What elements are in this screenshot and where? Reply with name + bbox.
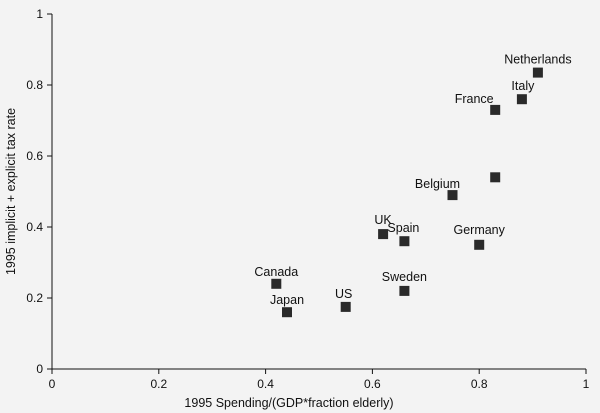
x-tick-label: 0	[49, 377, 56, 391]
data-point	[282, 307, 292, 318]
point-labels: Netherlands Italy France Belgium Germany UKSp…	[254, 53, 571, 308]
data-point	[516, 94, 527, 105]
point-label: Netherlands	[504, 53, 571, 67]
y-axis-label: 1995 implicit + explicit tax rate	[4, 108, 18, 275]
axes: 0 0.2 0.4 0.6 0.8 1 0 0.2 0.4 0.6 0.8 1	[26, 7, 589, 391]
data-point	[340, 301, 351, 312]
y-tick-label: 0.6	[26, 149, 43, 163]
point-label: US	[335, 287, 352, 301]
data-point	[399, 236, 410, 247]
x-tick-label: 0.8	[471, 377, 488, 391]
data-point	[490, 104, 501, 115]
data-point	[490, 172, 501, 183]
data-point	[474, 239, 485, 250]
y-tick-label: 0.4	[26, 220, 43, 234]
point-label: UK	[374, 213, 392, 227]
data-point	[447, 190, 458, 201]
point-label: Spain	[387, 221, 419, 235]
y-tick-label: 0.8	[26, 78, 43, 92]
y-tick-label: 0	[36, 362, 43, 376]
data-point	[399, 285, 410, 296]
point-label: Sweden	[382, 270, 427, 284]
x-tick-label: 1	[583, 377, 590, 391]
x-tick-label: 0.2	[150, 377, 167, 391]
point-label: France	[455, 92, 494, 106]
data-point	[532, 67, 543, 78]
y-tick-label: 0.2	[26, 291, 43, 305]
x-tick-label: 0.4	[257, 377, 274, 391]
data-points	[271, 67, 543, 318]
y-tick-label: 1	[36, 7, 43, 21]
data-point	[378, 229, 389, 240]
point-label: Belgium	[415, 177, 460, 191]
data-point	[271, 278, 282, 289]
point-label: Germany	[453, 223, 505, 237]
x-axis-label: 1995 Spending/(GDP*fraction elderly)	[184, 396, 393, 410]
x-tick-label: 0.6	[364, 377, 381, 391]
point-label: Canada	[254, 265, 298, 279]
point-label: Italy	[511, 79, 535, 93]
point-label: Japan	[270, 293, 304, 307]
